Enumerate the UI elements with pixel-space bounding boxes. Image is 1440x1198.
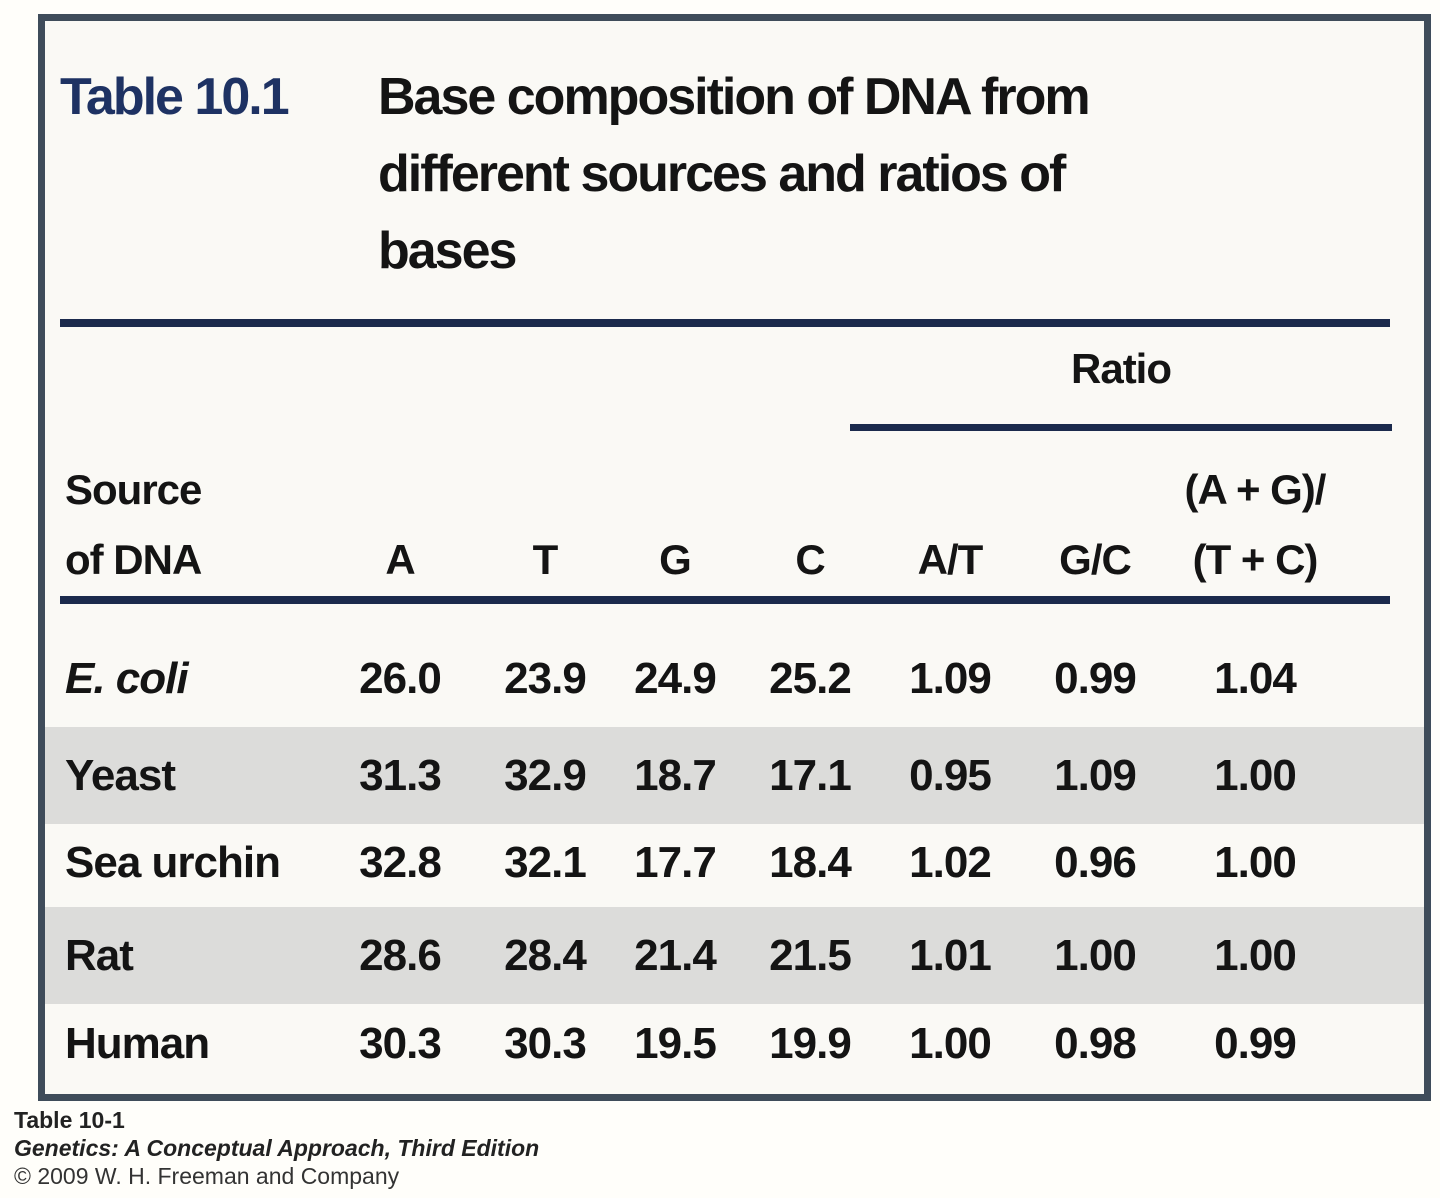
caption-book-title: Genetics: A Conceptual Approach, Third E… xyxy=(14,1135,540,1161)
table-cell: 17.7 xyxy=(634,838,717,887)
caption-figure-label: Table 10-1 xyxy=(14,1107,125,1133)
row-source-label: Human xyxy=(65,1019,210,1068)
table-cell: 18.4 xyxy=(769,838,852,887)
source-header-line-2: of DNA xyxy=(65,536,202,583)
table-cell: 21.5 xyxy=(769,931,852,980)
table-cell: 1.00 xyxy=(909,1019,992,1068)
table-frame: Table 10.1 Base composition of DNA from … xyxy=(38,14,1431,1101)
last-column-header-line-1: (A + G)/ xyxy=(1184,466,1327,513)
table-title-line-1: Base composition of DNA from xyxy=(378,68,1091,126)
source-header-line-1: Source xyxy=(65,466,202,513)
table-cell: 1.04 xyxy=(1214,654,1297,703)
table-cell: 1.02 xyxy=(909,838,992,887)
row-source-label: E. coli xyxy=(65,654,189,703)
table-inner: Table 10.1 Base composition of DNA from … xyxy=(45,21,1424,1094)
table-cell: 1.00 xyxy=(1214,931,1297,980)
table-body: E. coli 26.0 23.9 24.9 25.2 1.09 0.99 1.04 Yeast… xyxy=(45,21,1424,1094)
table-cell: 0.96 xyxy=(1054,838,1137,887)
column-header: G xyxy=(659,536,692,583)
header-top-rule xyxy=(60,319,1390,327)
table-cell: 1.00 xyxy=(1054,931,1137,980)
table-cell: 19.9 xyxy=(769,1019,852,1068)
column-header: C xyxy=(795,536,825,583)
row-source-label: Yeast xyxy=(65,751,176,800)
last-column-header-line-2: (T + C) xyxy=(1192,536,1319,583)
table-cell: 28.4 xyxy=(504,931,587,980)
caption-copyright: © 2009 W. H. Freeman and Company xyxy=(14,1163,400,1189)
row-source-label: Sea urchin xyxy=(65,838,281,887)
table-cell: 28.6 xyxy=(359,931,442,980)
column-header: A/T xyxy=(917,536,984,583)
table-cell: 23.9 xyxy=(504,654,587,703)
table-cell: 0.99 xyxy=(1054,654,1137,703)
column-header: T xyxy=(532,536,559,583)
table-cell: 31.3 xyxy=(359,751,442,800)
table-cell: 1.09 xyxy=(1054,751,1137,800)
table-cell: 32.9 xyxy=(504,751,587,800)
table-title: Base composition of DNA from different s… xyxy=(378,59,1091,290)
table-title-line-3: bases xyxy=(378,222,517,280)
column-header: G/C xyxy=(1059,536,1132,583)
figure-caption: Table 10-1 Genetics: A Conceptual Approa… xyxy=(14,1106,539,1190)
table-cell: 26.0 xyxy=(359,654,442,703)
source-column-header: Source of DNA xyxy=(65,455,202,595)
purine-pyrimidine-ratio-header: (A + G)/ (T + C) xyxy=(1135,455,1375,595)
table-row: Yeast 31.3 32.9 18.7 17.1 0.95 1.09 1.00 xyxy=(45,727,1424,824)
table-cell: 25.2 xyxy=(769,654,852,703)
table-row: E. coli 26.0 23.9 24.9 25.2 1.09 0.99 1.04 xyxy=(45,630,1424,727)
table-cell: 17.1 xyxy=(769,751,852,800)
table-cell: 1.00 xyxy=(1214,751,1297,800)
table-cell: 24.9 xyxy=(634,654,717,703)
table-cell: 19.5 xyxy=(634,1019,717,1068)
table-cell: 0.99 xyxy=(1214,1019,1297,1068)
table-row: Human 30.3 30.3 19.5 19.9 1.00 0.98 0.99 xyxy=(45,995,1424,1092)
ratio-group-header: Ratio xyxy=(1071,345,1172,392)
table-cell: 32.1 xyxy=(504,838,587,887)
table-cell: 30.3 xyxy=(359,1019,442,1068)
table-cell: 0.95 xyxy=(909,751,992,800)
table-cell: 1.00 xyxy=(1214,838,1297,887)
table-cell: 0.98 xyxy=(1054,1019,1137,1068)
table-cell: 21.4 xyxy=(634,931,717,980)
table-cell: 30.3 xyxy=(504,1019,587,1068)
table-cell: 1.01 xyxy=(909,931,992,980)
table-title-line-2: different sources and ratios of xyxy=(378,145,1066,203)
table-row: Rat 28.6 28.4 21.4 21.5 1.01 1.00 1.00 xyxy=(45,907,1424,1004)
table-cell: 1.09 xyxy=(909,654,992,703)
ratio-group-rule xyxy=(850,424,1392,431)
header-bottom-rule xyxy=(60,596,1390,604)
column-headers-row: A T G C A/T G/C xyxy=(45,525,1424,595)
table-row: Sea urchin 32.8 32.1 17.7 18.4 1.02 0.96 1.00 xyxy=(45,814,1424,911)
row-source-label: Rat xyxy=(65,931,134,980)
table-cell: 32.8 xyxy=(359,838,442,887)
column-header: A xyxy=(385,536,415,583)
table-number-label: Table 10.1 xyxy=(60,68,290,126)
table-cell: 18.7 xyxy=(634,751,717,800)
